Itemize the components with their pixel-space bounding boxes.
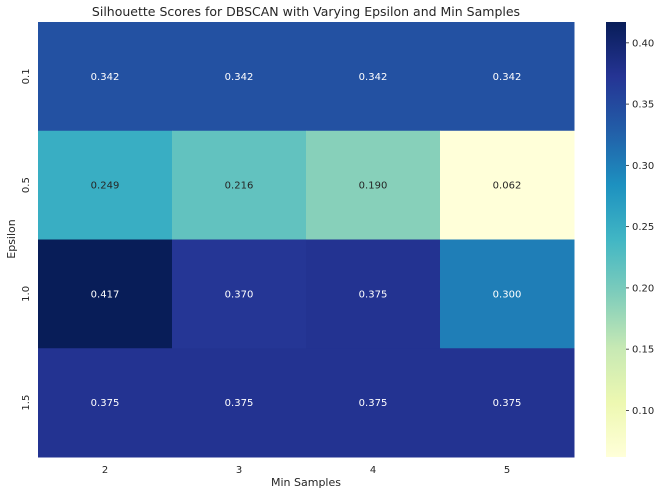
colorbar-tick-label: 0.10 bbox=[632, 406, 654, 417]
heatmap-cell bbox=[306, 130, 441, 240]
heatmap-cell bbox=[172, 348, 307, 458]
heatmap-cell bbox=[38, 22, 173, 132]
cell-value-label: 0.375 bbox=[493, 398, 522, 409]
heatmap-cell bbox=[440, 130, 575, 240]
cell-value-label: 0.342 bbox=[493, 72, 522, 83]
heatmap-cell bbox=[306, 22, 441, 132]
cell-value-label: 0.342 bbox=[359, 72, 388, 83]
cell-value-label: 0.375 bbox=[225, 398, 254, 409]
heatmap-cell bbox=[306, 348, 441, 458]
cell-value-label: 0.342 bbox=[225, 72, 254, 83]
x-tick-labels: 2 3 4 5 bbox=[102, 465, 510, 476]
chart-title: Silhouette Scores for DBSCAN with Varyin… bbox=[92, 4, 520, 19]
y-tick-label: 1.5 bbox=[21, 395, 32, 411]
heatmap-cell bbox=[440, 348, 575, 458]
cell-value-label: 0.190 bbox=[359, 181, 388, 192]
x-tick-label: 5 bbox=[504, 465, 510, 476]
cell-value-label: 0.216 bbox=[225, 181, 254, 192]
colorbar-tick-label: 0.20 bbox=[632, 283, 654, 294]
y-tick-label: 0.5 bbox=[21, 177, 32, 193]
heatmap-cell bbox=[172, 239, 307, 349]
cell-value-label: 0.417 bbox=[91, 289, 120, 300]
heatmap-cell bbox=[306, 239, 441, 349]
colorbar-tick-labels: 0.10 0.15 0.20 0.25 0.30 0.35 0.40 bbox=[626, 38, 654, 417]
heatmap-cell bbox=[440, 22, 575, 132]
y-tick-label: 0.1 bbox=[21, 68, 32, 84]
y-axis-label: Epsilon bbox=[5, 219, 18, 259]
colorbar-tick-label: 0.35 bbox=[632, 100, 654, 111]
heatmap-cell bbox=[172, 22, 307, 132]
y-tick-label: 1.0 bbox=[21, 286, 32, 302]
colorbar-tick-label: 0.40 bbox=[632, 38, 654, 49]
colorbar-tick-label: 0.25 bbox=[632, 222, 654, 233]
cell-value-label: 0.062 bbox=[493, 181, 522, 192]
x-tick-label: 4 bbox=[370, 465, 376, 476]
cell-value-label: 0.249 bbox=[91, 181, 120, 192]
heatmap-cell bbox=[38, 348, 173, 458]
cell-value-label: 0.375 bbox=[359, 289, 388, 300]
cell-value-label: 0.300 bbox=[493, 289, 522, 300]
heatmap-cell bbox=[440, 239, 575, 349]
cell-value-label: 0.370 bbox=[225, 289, 254, 300]
cell-value-label: 0.375 bbox=[91, 398, 120, 409]
colorbar-tick-label: 0.30 bbox=[632, 161, 654, 172]
heatmap-cell bbox=[38, 130, 173, 240]
heatmap-cell bbox=[172, 130, 307, 240]
cell-value-label: 0.342 bbox=[91, 72, 120, 83]
x-tick-label: 3 bbox=[236, 465, 242, 476]
heatmap-cells: 0.342 0.342 0.342 0.342 0.249 0.216 0.190 0.062… bbox=[38, 22, 575, 458]
colorbar bbox=[606, 22, 626, 457]
y-tick-labels: 0.1 0.5 1.0 1.5 bbox=[21, 68, 32, 410]
colorbar-tick-label: 0.15 bbox=[632, 345, 654, 356]
cell-value-label: 0.375 bbox=[359, 398, 388, 409]
x-axis-label: Min Samples bbox=[271, 476, 341, 489]
x-tick-label: 2 bbox=[102, 465, 108, 476]
heatmap-cell bbox=[38, 239, 173, 349]
